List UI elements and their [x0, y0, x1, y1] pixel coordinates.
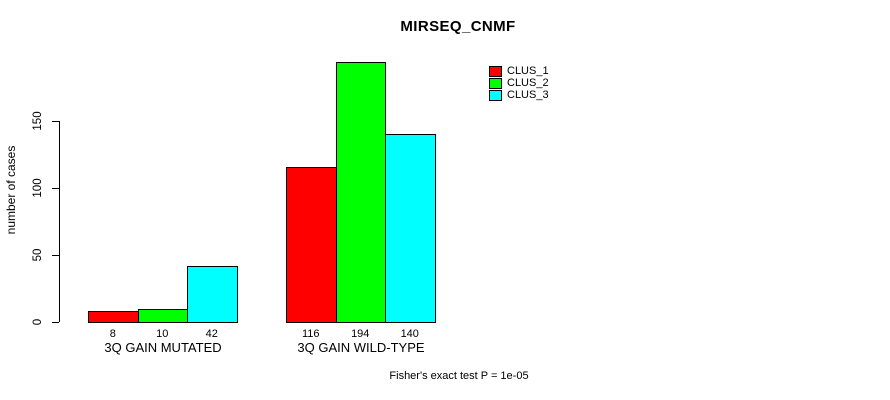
bar-value-label: 140 — [400, 328, 419, 340]
legend-item-clus_3: CLUS_3 — [489, 89, 549, 101]
y-axis-tick — [52, 255, 59, 256]
category-label: 3Q GAIN MUTATED — [104, 340, 222, 355]
legend-swatch-clus_3 — [489, 89, 502, 101]
legend-swatch-clus_1 — [489, 65, 502, 77]
legend-swatch-clus_2 — [489, 77, 502, 89]
legend-item-label: CLUS_3 — [507, 89, 549, 101]
bar-value-label: 8 — [109, 328, 116, 340]
y-axis-tick — [52, 188, 59, 189]
y-axis-label: number of cases — [4, 145, 18, 235]
category-label: 3Q GAIN WILD-TYPE — [297, 340, 425, 355]
bar-clus_3-group1 — [187, 265, 238, 323]
y-axis-tick-label: 100 — [32, 178, 44, 198]
legend-item-clus_1: CLUS_1 — [489, 65, 549, 77]
caption: Fisher's exact test P = 1e-05 — [389, 370, 529, 382]
legend: CLUS_1 CLUS_2 CLUS_3 — [489, 65, 549, 101]
bar-value-label: 116 — [301, 328, 320, 340]
bar-clus_1-group1 — [88, 311, 139, 323]
bar-clus_1-group2 — [286, 166, 337, 323]
bar-clus_2-group1 — [137, 308, 188, 323]
bar-value-label: 42 — [205, 328, 218, 340]
y-axis — [59, 121, 60, 322]
bar-value-label: 194 — [351, 328, 370, 340]
chart-title: MIRSEQ_CNMF — [400, 18, 516, 35]
y-axis-tick — [52, 322, 59, 323]
legend-item-label: CLUS_2 — [507, 77, 549, 89]
bar-value-label: 10 — [156, 328, 169, 340]
bar-clus_3-group2 — [385, 134, 436, 323]
y-axis-tick — [52, 121, 59, 122]
bar-clus_2-group2 — [335, 62, 386, 323]
y-axis-tick-label: 0 — [32, 318, 44, 326]
y-axis-tick-label: 150 — [32, 111, 44, 131]
legend-item-label: CLUS_1 — [507, 65, 549, 77]
legend-item-clus_2: CLUS_2 — [489, 77, 549, 89]
y-axis-tick-label: 50 — [32, 248, 44, 262]
